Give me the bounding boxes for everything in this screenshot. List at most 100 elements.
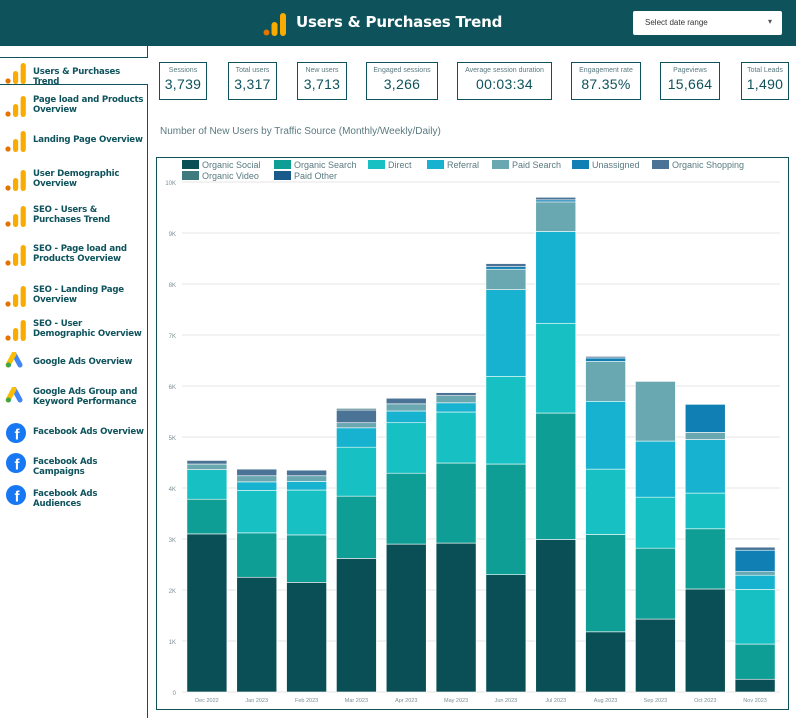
bar-segment[interactable] xyxy=(385,543,427,693)
bar-segment[interactable] xyxy=(485,463,527,575)
bar-segment[interactable] xyxy=(684,492,726,530)
bar-segment[interactable] xyxy=(535,231,577,324)
bar-segment[interactable] xyxy=(336,422,377,429)
bar-segment[interactable] xyxy=(485,376,527,465)
bar-segment[interactable] xyxy=(535,322,577,414)
bar-segment[interactable] xyxy=(734,589,776,645)
sidebar-item[interactable]: SEO - Page load and Products Overview xyxy=(0,240,148,270)
bar-segment[interactable] xyxy=(385,422,427,474)
sidebar-item-label: Landing Page Overview xyxy=(33,135,143,145)
bar-segment[interactable] xyxy=(635,547,676,620)
bar-segment[interactable] xyxy=(286,481,327,491)
bar-segment[interactable] xyxy=(236,475,278,483)
bar-segment[interactable] xyxy=(385,472,427,545)
bar-segment[interactable] xyxy=(385,410,427,424)
bar-segment[interactable] xyxy=(684,432,726,440)
bar-segment[interactable] xyxy=(734,643,776,680)
bar-segment[interactable] xyxy=(336,495,377,559)
sidebar-item[interactable]: Google Ads Overview xyxy=(0,348,148,378)
bar-segment[interactable] xyxy=(535,201,577,232)
sidebar-item[interactable]: SEO - User Demographic Overview xyxy=(0,315,148,345)
bar-segment[interactable] xyxy=(336,408,377,411)
bar-segment[interactable] xyxy=(585,468,626,535)
bar-segment[interactable] xyxy=(435,542,477,693)
bar-segment[interactable] xyxy=(734,571,776,576)
bar-segment[interactable] xyxy=(236,468,278,477)
sidebar-item[interactable]: Google Ads Group and Keyword Performance xyxy=(0,383,148,413)
legend-item[interactable]: Direct xyxy=(368,160,412,170)
bar-segment[interactable] xyxy=(485,263,527,267)
bar-segment[interactable] xyxy=(535,539,577,693)
bar-segment[interactable] xyxy=(286,489,327,536)
bar-segment[interactable] xyxy=(684,528,726,590)
bar-segment[interactable] xyxy=(734,546,776,551)
bar-segment[interactable] xyxy=(684,588,726,693)
bar-segment[interactable] xyxy=(535,412,577,540)
bar-segment[interactable] xyxy=(385,397,427,405)
sidebar-item[interactable]: f Facebook Ads Campaigns xyxy=(0,448,148,478)
bar-segment[interactable] xyxy=(635,440,676,498)
bar-segment[interactable] xyxy=(635,618,676,693)
bar-segment[interactable] xyxy=(186,460,228,465)
legend-item[interactable]: Organic Video xyxy=(182,171,259,181)
bar-segment[interactable] xyxy=(336,427,377,448)
date-range-picker[interactable]: Select date range ▾ xyxy=(633,11,782,35)
bar-segment[interactable] xyxy=(286,469,327,477)
bar-segment[interactable] xyxy=(585,357,626,362)
bar-segment[interactable] xyxy=(236,481,278,491)
bar-segment[interactable] xyxy=(734,678,776,693)
bar-segment[interactable] xyxy=(186,463,228,470)
bar-segment[interactable] xyxy=(585,356,626,359)
bar-segment[interactable] xyxy=(734,574,776,590)
legend-item[interactable]: Paid Search xyxy=(492,160,561,170)
sidebar-item[interactable]: User Demographic Overview xyxy=(0,165,148,195)
legend-item[interactable]: Organic Shopping xyxy=(652,160,744,170)
bar-segment[interactable] xyxy=(336,409,377,424)
bar-segment[interactable] xyxy=(485,268,527,290)
bar-segment[interactable] xyxy=(734,549,776,572)
bar-segment[interactable] xyxy=(435,411,477,464)
bar-segment[interactable] xyxy=(635,381,676,442)
legend-item[interactable]: Organic Social xyxy=(182,160,261,170)
bar-segment[interactable] xyxy=(535,199,577,203)
bar-segment[interactable] xyxy=(435,462,477,544)
sidebar-item[interactable]: Landing Page Overview xyxy=(0,126,148,156)
bar-segment[interactable] xyxy=(684,404,726,433)
bar-segment[interactable] xyxy=(585,534,626,633)
legend-item[interactable]: Organic Search xyxy=(274,160,357,170)
bar-segment[interactable] xyxy=(485,266,527,270)
sidebar-item[interactable]: SEO - Landing Page Overview xyxy=(0,281,148,311)
bar-segment[interactable] xyxy=(336,446,377,497)
sidebar-item[interactable]: SEO - Users & Purchases Trend xyxy=(0,201,148,231)
sidebar-item[interactable]: Users & Purchases Trend xyxy=(0,57,148,87)
bar-segment[interactable] xyxy=(684,439,726,494)
bar-segment[interactable] xyxy=(435,395,477,404)
sidebar-item[interactable]: Page load and Products Overview xyxy=(0,91,148,121)
legend-item[interactable]: Paid Other xyxy=(274,171,337,181)
sidebar-item-label: SEO - Users & Purchases Trend xyxy=(33,205,110,225)
bar-segment[interactable] xyxy=(585,361,626,402)
bar-segment[interactable] xyxy=(435,402,477,413)
bar-segment[interactable] xyxy=(186,533,228,693)
bar-segment[interactable] xyxy=(336,558,377,693)
bar-segment[interactable] xyxy=(435,392,477,396)
legend-item[interactable]: Unassigned xyxy=(572,160,640,170)
legend-item[interactable]: Referral xyxy=(427,160,479,170)
bar-segment[interactable] xyxy=(286,534,327,583)
bar-segment[interactable] xyxy=(585,401,626,470)
bar-segment[interactable] xyxy=(236,490,278,534)
bar-segment[interactable] xyxy=(236,576,278,693)
bar-segment[interactable] xyxy=(535,196,577,201)
bar-segment[interactable] xyxy=(485,574,527,693)
bar-segment[interactable] xyxy=(236,532,278,578)
bar-segment[interactable] xyxy=(186,469,228,500)
bar-segment[interactable] xyxy=(286,582,327,693)
sidebar-item[interactable]: f Facebook Ads Audiences xyxy=(0,480,148,510)
bar-segment[interactable] xyxy=(186,498,228,535)
bar-segment[interactable] xyxy=(585,631,626,693)
bar-segment[interactable] xyxy=(485,289,527,377)
bar-segment[interactable] xyxy=(635,496,676,549)
bar-segment[interactable] xyxy=(385,403,427,412)
sidebar-item[interactable]: f Facebook Ads Overview xyxy=(0,418,148,448)
bar-segment[interactable] xyxy=(286,475,327,482)
